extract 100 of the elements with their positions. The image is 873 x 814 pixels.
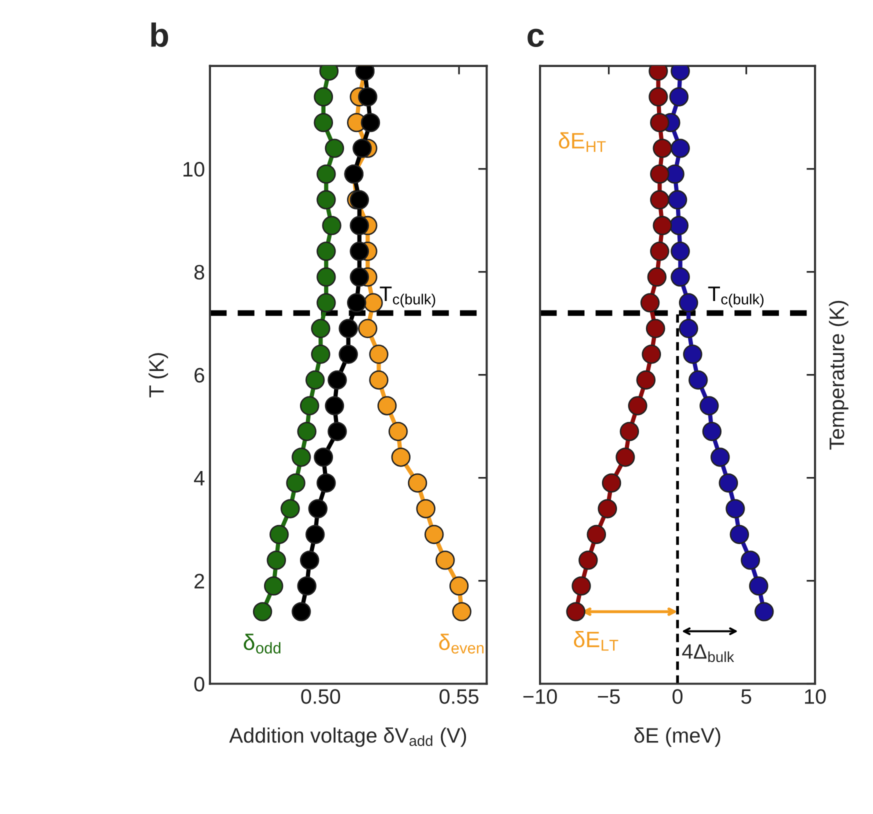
point <box>678 293 698 312</box>
y-axis-title: Temperature (K) <box>828 300 848 450</box>
x-tick-label: −10 <box>523 689 557 704</box>
point <box>266 550 286 570</box>
annotation: 4Δ$_{bulk}$ <box>682 644 734 662</box>
point <box>408 473 428 493</box>
point <box>642 344 662 364</box>
point <box>668 190 688 210</box>
x-tick-label: 0.50 <box>301 689 340 704</box>
point <box>360 112 380 132</box>
point <box>578 550 598 570</box>
point <box>670 242 690 261</box>
point <box>328 422 347 442</box>
point <box>710 448 730 467</box>
point <box>678 318 698 338</box>
x-tick-label: −5 <box>598 689 620 704</box>
point <box>252 602 272 622</box>
point <box>264 576 284 596</box>
point <box>628 396 648 416</box>
point <box>669 216 689 236</box>
point <box>388 422 408 442</box>
annotation: δE$_{HT}$ <box>558 132 606 152</box>
point <box>300 550 320 570</box>
point <box>586 524 606 544</box>
point <box>316 242 336 261</box>
ref-line-label: T$_{c(bulk)}$ <box>380 286 436 308</box>
point <box>338 318 358 338</box>
point <box>308 499 328 518</box>
point <box>620 422 640 442</box>
point <box>650 190 670 210</box>
point <box>449 576 469 596</box>
point <box>648 87 668 106</box>
point <box>316 164 336 184</box>
point <box>688 370 708 390</box>
point <box>452 602 472 622</box>
y-tick-label: 10 <box>184 162 204 177</box>
point <box>316 293 336 312</box>
point <box>311 344 330 364</box>
annotation: δE$_{LT}$ <box>574 631 618 651</box>
point <box>328 370 347 390</box>
point <box>350 242 370 261</box>
series-label: δ$_{even}$ <box>439 634 484 654</box>
point <box>280 499 300 518</box>
point <box>316 473 336 493</box>
point <box>749 576 768 596</box>
point <box>358 318 378 338</box>
point <box>286 473 306 493</box>
x-tick-label: 5 <box>741 689 752 704</box>
x-tick-label: 0.55 <box>440 689 478 704</box>
point <box>358 87 378 106</box>
point <box>391 448 411 467</box>
point <box>316 267 336 287</box>
point <box>650 164 670 184</box>
y-axis-title: T (K) <box>148 353 168 398</box>
point <box>636 370 656 390</box>
point <box>297 422 316 442</box>
point <box>416 499 436 518</box>
point <box>347 293 366 312</box>
point <box>650 112 670 132</box>
point <box>740 550 760 570</box>
point <box>292 602 311 622</box>
point <box>324 138 344 158</box>
point <box>306 370 325 390</box>
point <box>566 602 586 622</box>
chart-title: c <box>528 28 544 47</box>
point <box>670 138 690 158</box>
point <box>377 396 397 416</box>
chart-title: b <box>151 22 168 47</box>
point <box>683 344 702 364</box>
point <box>652 138 672 158</box>
point <box>754 602 774 622</box>
point <box>369 370 388 390</box>
point <box>297 576 316 596</box>
point <box>640 293 660 312</box>
point <box>292 448 311 467</box>
y-tick-label: 2 <box>194 574 204 588</box>
point <box>670 267 690 287</box>
y-tick-label: 6 <box>194 368 204 383</box>
point <box>572 576 591 596</box>
series-label: δ$_{odd}$ <box>244 634 280 654</box>
point <box>424 524 444 544</box>
x-axis-title: δE (meV) <box>634 727 720 747</box>
point <box>338 344 358 364</box>
point <box>311 318 330 338</box>
point <box>306 524 325 544</box>
x-axis-title: Addition voltage δV$_{add}$ (V) <box>229 727 466 747</box>
point <box>702 422 722 442</box>
point <box>647 267 667 287</box>
point <box>350 216 370 236</box>
point <box>602 473 622 493</box>
point <box>616 448 635 467</box>
point <box>726 499 745 518</box>
y-tick-label: 4 <box>194 471 204 486</box>
ref-line-label: T$_{c(bulk)}$ <box>708 286 764 308</box>
point <box>270 524 289 544</box>
point <box>652 216 672 236</box>
point <box>314 448 334 467</box>
point <box>669 87 689 106</box>
point <box>350 190 370 210</box>
y-tick-label: 8 <box>194 264 204 280</box>
